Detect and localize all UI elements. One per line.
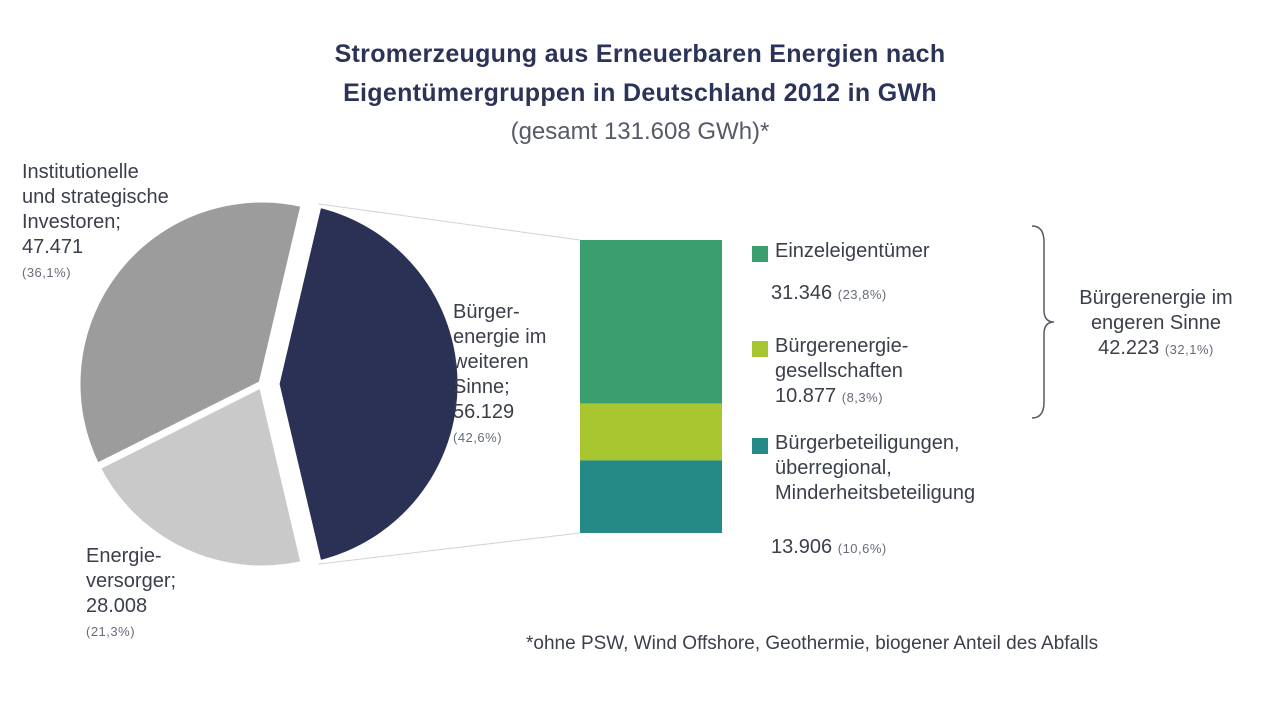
pie-label-energieversorger: Energie- versorger; 28.008 (21,3%)	[86, 544, 176, 644]
bracket-value: 42.223	[1098, 337, 1160, 359]
pie-label-investoren-line-3: Investoren;	[22, 211, 121, 233]
legend-beg-line-1: Bürgerenergie-	[775, 335, 909, 357]
chart-title-line-2: Eigentümergruppen in Deutschland 2012 in…	[343, 79, 937, 107]
legend-einzeleigentuemer-line-1: Einzeleigentümer	[775, 240, 930, 262]
chart-title-line-1: Stromerzeugung aus Erneuerbaren Energien…	[334, 40, 946, 68]
pie-value-buerger: 56.129	[453, 401, 515, 423]
pct-buergerenergiegesellschaften: (8,3%)	[841, 390, 884, 405]
pie-label-buerger-line-1: Bürger-	[453, 301, 520, 323]
chart-footnote: *ohne PSW, Wind Offshore, Geothermie, bi…	[526, 633, 1099, 654]
legend-bb-line-2: überregional,	[775, 457, 892, 479]
connector-line-top	[318, 203, 581, 241]
legend-beg-line-2: gesellschaften	[775, 360, 903, 382]
pie-label-buerger-line-2: energie im	[453, 326, 547, 348]
legend-bb-line-3: Minderheitsbeteiligung	[775, 482, 976, 504]
pie-label-buerger-line-3: weiteren	[453, 351, 529, 373]
pie-label-versorger-line-1: Energie-	[86, 545, 162, 567]
pie-label-investoren: Institutionelle und strategische Investo…	[22, 160, 169, 285]
bracket-line-1: Bürgerenergie im	[1079, 287, 1233, 309]
legend-swatch-buergerbeteiligungen	[752, 438, 768, 454]
pie-slice-investoren	[73, 195, 308, 471]
legend-value-buergerbeteiligungen: 13.906 (10,6%)	[771, 535, 887, 561]
curly-bracket	[1031, 225, 1055, 419]
legend-label-buergerenergiegesellschaften: Bürgerenergie- gesellschaften 10.877 (8,…	[775, 334, 908, 410]
bar-segment-buergerenergiegesellschaften	[580, 403, 722, 461]
bar-segment-buergerbeteiligungen	[580, 460, 722, 533]
legend-swatch-buergerenergiegesellschaften	[752, 341, 768, 357]
bracket-label-buergerenergie-eng: Bürgerenergie im engeren Sinne 42.223 (3…	[1056, 286, 1256, 362]
pie-label-versorger-line-2: versorger;	[86, 570, 177, 592]
value-einzeleigentuemer: 31.346	[771, 282, 833, 304]
legend-swatch-einzeleigentuemer	[752, 246, 768, 262]
bracket-line-2: engeren Sinne	[1090, 312, 1222, 334]
value-buergerenergiegesellschaften: 10.877	[775, 385, 837, 407]
pie-value-versorger: 28.008	[86, 595, 148, 617]
chart-subtitle: (gesamt 131.608 GWh)*	[510, 118, 770, 145]
pie-slice-energieversorger	[93, 380, 308, 573]
pie-value-investoren: 47.471	[22, 236, 84, 258]
pie-label-investoren-line-2: und strategische	[22, 186, 169, 208]
value-buergerbeteiligungen: 13.906	[771, 536, 833, 558]
legend-label-einzeleigentuemer: Einzeleigentümer	[775, 239, 930, 264]
pct-buergerbeteiligungen: (10,6%)	[837, 541, 887, 556]
pct-einzeleigentuemer: (23,8%)	[837, 287, 887, 302]
pie-label-buergerenergie-weit: Bürger- energie im weiteren Sinne; 56.12…	[453, 300, 546, 450]
pie-pct-buerger: (42,6%)	[453, 430, 503, 445]
legend-value-einzeleigentuemer: 31.346 (23,8%)	[771, 281, 887, 307]
pie-pct-versorger: (21,3%)	[86, 624, 136, 639]
pie-slice-buergerenergie-weit	[272, 200, 465, 568]
connector-line-bottom	[318, 532, 581, 565]
pie-label-investoren-line-1: Institutionelle	[22, 161, 139, 183]
legend-bb-line-1: Bürgerbeteiligungen,	[775, 432, 960, 454]
legend-label-buergerbeteiligungen: Bürgerbeteiligungen, überregional, Minde…	[775, 431, 975, 506]
pie-label-buerger-line-4: Sinne;	[453, 376, 510, 398]
pie-pct-investoren: (36,1%)	[22, 265, 72, 280]
bracket-pct: (32,1%)	[1164, 342, 1214, 357]
bar-segment-einzeleigentuemer	[580, 240, 722, 404]
